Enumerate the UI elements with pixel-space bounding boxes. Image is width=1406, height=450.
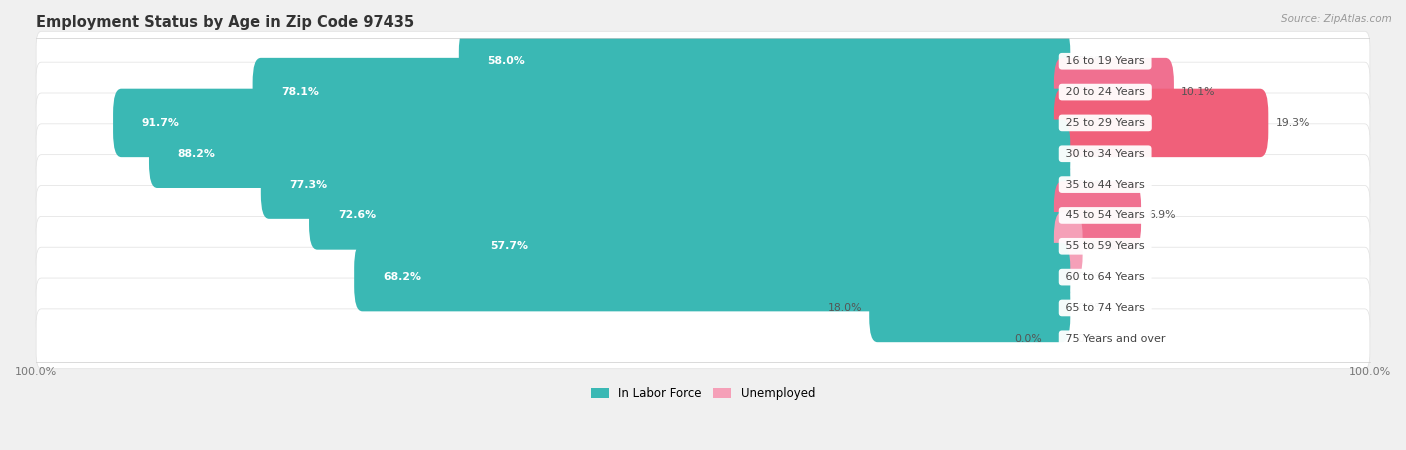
- FancyBboxPatch shape: [1054, 89, 1268, 157]
- FancyBboxPatch shape: [309, 181, 1070, 250]
- FancyBboxPatch shape: [37, 185, 1369, 245]
- Text: 45 to 54 Years: 45 to 54 Years: [1062, 211, 1149, 220]
- FancyBboxPatch shape: [37, 93, 1369, 153]
- Text: 78.1%: 78.1%: [281, 87, 319, 97]
- Text: 75 Years and over: 75 Years and over: [1062, 334, 1168, 344]
- FancyBboxPatch shape: [149, 120, 1070, 188]
- Text: 0.0%: 0.0%: [1014, 334, 1042, 344]
- FancyBboxPatch shape: [112, 89, 1070, 157]
- FancyBboxPatch shape: [37, 309, 1369, 369]
- Text: 35 to 44 Years: 35 to 44 Years: [1062, 180, 1149, 189]
- FancyBboxPatch shape: [260, 150, 1070, 219]
- FancyBboxPatch shape: [37, 155, 1369, 215]
- Text: 30 to 34 Years: 30 to 34 Years: [1062, 149, 1149, 159]
- Text: 68.2%: 68.2%: [382, 272, 420, 282]
- Legend: In Labor Force, Unemployed: In Labor Force, Unemployed: [586, 382, 820, 405]
- FancyBboxPatch shape: [869, 274, 1070, 342]
- FancyBboxPatch shape: [253, 58, 1070, 126]
- Text: 0.0%: 0.0%: [1077, 272, 1105, 282]
- Text: 0.0%: 0.0%: [1077, 303, 1105, 313]
- Text: 10.1%: 10.1%: [1181, 87, 1216, 97]
- Text: 19.3%: 19.3%: [1275, 118, 1310, 128]
- Text: 65 to 74 Years: 65 to 74 Years: [1062, 303, 1149, 313]
- Text: 77.3%: 77.3%: [290, 180, 328, 189]
- FancyBboxPatch shape: [354, 243, 1070, 311]
- Text: 1.2%: 1.2%: [1090, 241, 1118, 251]
- Text: 16 to 19 Years: 16 to 19 Years: [1062, 56, 1149, 66]
- FancyBboxPatch shape: [1054, 212, 1083, 280]
- FancyBboxPatch shape: [463, 212, 1070, 280]
- FancyBboxPatch shape: [37, 278, 1369, 338]
- Text: 58.0%: 58.0%: [488, 56, 526, 66]
- Text: 6.9%: 6.9%: [1149, 211, 1175, 220]
- Text: 0.0%: 0.0%: [1077, 334, 1105, 344]
- FancyBboxPatch shape: [37, 62, 1369, 122]
- FancyBboxPatch shape: [37, 32, 1369, 91]
- Text: 88.2%: 88.2%: [177, 149, 215, 159]
- FancyBboxPatch shape: [1054, 181, 1142, 250]
- Text: Employment Status by Age in Zip Code 97435: Employment Status by Age in Zip Code 974…: [37, 15, 415, 30]
- FancyBboxPatch shape: [37, 124, 1369, 184]
- Text: 20 to 24 Years: 20 to 24 Years: [1062, 87, 1149, 97]
- FancyBboxPatch shape: [37, 247, 1369, 307]
- Text: 0.0%: 0.0%: [1077, 149, 1105, 159]
- FancyBboxPatch shape: [458, 27, 1070, 95]
- FancyBboxPatch shape: [37, 216, 1369, 276]
- Text: 72.6%: 72.6%: [337, 211, 375, 220]
- Text: 91.7%: 91.7%: [142, 118, 180, 128]
- FancyBboxPatch shape: [1054, 58, 1174, 126]
- Text: 57.7%: 57.7%: [491, 241, 529, 251]
- Text: 25 to 29 Years: 25 to 29 Years: [1062, 118, 1149, 128]
- Text: Source: ZipAtlas.com: Source: ZipAtlas.com: [1281, 14, 1392, 23]
- Text: 60 to 64 Years: 60 to 64 Years: [1062, 272, 1149, 282]
- Text: 0.0%: 0.0%: [1077, 180, 1105, 189]
- Text: 0.0%: 0.0%: [1077, 56, 1105, 66]
- Text: 55 to 59 Years: 55 to 59 Years: [1062, 241, 1149, 251]
- Text: 18.0%: 18.0%: [828, 303, 862, 313]
